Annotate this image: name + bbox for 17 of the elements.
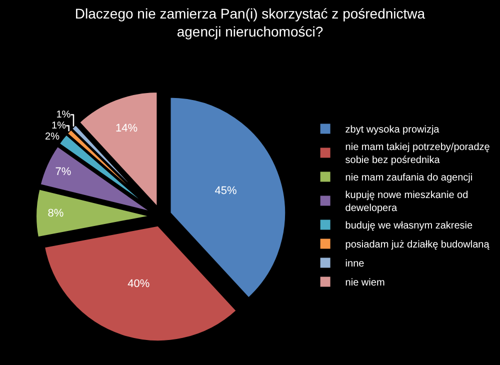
legend-label: nie mam takiej potrzeby/poradzę sobie bez pośrednika [345,142,490,166]
data-label: 14% [116,122,138,134]
data-label: 40% [128,278,150,290]
legend-label: posiadam już działkę budowlaną [345,240,490,251]
legend-label: kupuję nowe mieszkanie od dewelopera [345,190,468,214]
data-label: 8% [48,208,64,220]
legend-label: zbyt wysoka prowizja [345,124,440,136]
legend-label: inne [345,258,365,270]
data-label: 7% [55,166,72,178]
data-label: 2% [45,131,60,142]
legend-label: nie wiem [345,278,385,289]
legend-label: buduję we własnym zakresie [345,220,474,232]
data-label: 1% [56,109,71,120]
data-label: 45% [214,185,237,198]
legend-label: nie mam zaufania do agencji [345,172,473,184]
data-label: 1% [52,120,66,132]
chart-title: Dlaczego nie zamierza Pan(i) skorzystać z pośrednictwa agencji nieruchomości? [74,5,426,40]
